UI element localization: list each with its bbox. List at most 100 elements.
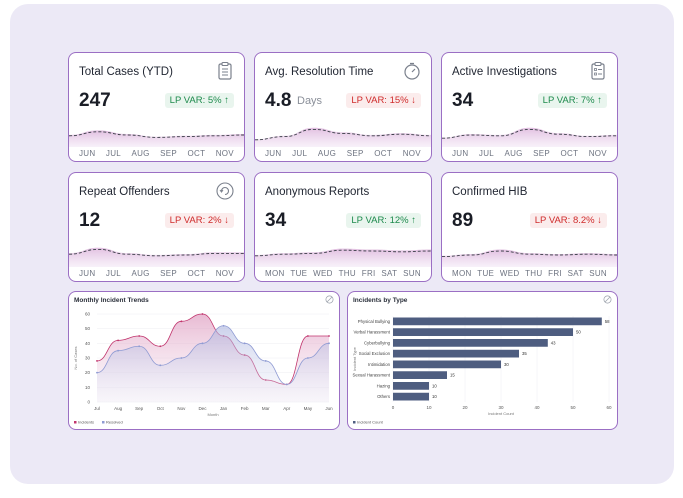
repeat-icon[interactable]: [215, 181, 235, 201]
axis-label: SAT: [567, 269, 584, 278]
lp-var-badge: LP VAR: 15% ↓: [346, 93, 421, 108]
category-label: Social Exclusion: [359, 351, 391, 356]
sparkline-target-line: [255, 128, 431, 141]
category-label: Sexual Harassment: [353, 373, 391, 378]
lp-var-badge: LP VAR: 2% ↓: [164, 213, 234, 228]
legend-label: Resolved: [106, 420, 123, 425]
y-tick-label: 40: [85, 341, 91, 346]
axis-label: AUG: [504, 149, 523, 158]
x-tick-label: Jul: [94, 406, 100, 411]
kpi-card-confirmed-hib[interactable]: Confirmed HIB 89 LP VAR: 8.2% ↓ MON TUE WED TH…: [441, 172, 618, 282]
axis-label: SUN: [403, 269, 421, 278]
y-tick-label: 30: [85, 356, 91, 361]
sparkline-area: [255, 248, 431, 267]
x-tick-label: Aug: [114, 406, 123, 411]
axis-label: FRI: [361, 269, 376, 278]
axis-label: NOV: [588, 149, 607, 158]
kpi-card-total-cases-ytd[interactable]: Total Cases (YTD) 247 LP VAR: 5% ↑ JUN JUL AU…: [68, 52, 245, 162]
kpi-card-avg-resolution-time[interactable]: Avg. Resolution Time 4.8 Days LP VAR: 15% ↓…: [254, 52, 432, 162]
axis-label: FRI: [548, 269, 562, 278]
x-tick-label: 20: [462, 405, 468, 410]
bar: [393, 317, 602, 326]
y-tick-label: 0: [87, 400, 90, 405]
axis-label: NOV: [215, 269, 234, 278]
category-label: Verbal Harassment: [353, 330, 390, 335]
x-tick-label: May: [304, 406, 313, 411]
lp-var-badge: LP VAR: 12% ↑: [346, 213, 421, 228]
sparkline-area: [442, 127, 617, 147]
axis-label: TUE: [477, 269, 495, 278]
clipboard-list-icon[interactable]: [588, 61, 608, 81]
sparkline-area: [69, 247, 244, 267]
axis-label: MON: [452, 269, 472, 278]
monthly-incident-trends-card[interactable]: Monthly Incident Trends 0 10 20 30 40 50 60 Jul…: [68, 291, 340, 430]
bar-value-label: 50: [576, 330, 581, 335]
y-tick-label: 10: [85, 385, 91, 390]
data-point: [243, 342, 246, 345]
category-label: Physical Bullying: [358, 319, 391, 324]
kpi-sparkline: [255, 127, 431, 147]
kpi-sparkline: [442, 249, 617, 267]
clipboard-icon[interactable]: [215, 61, 235, 81]
lp-var-badge: LP VAR: 7% ↑: [537, 93, 607, 108]
legend-label: Incident Count: [357, 420, 384, 425]
sparkline-area: [69, 130, 244, 147]
axis-label: JUN: [265, 149, 282, 158]
stopwatch-icon[interactable]: [402, 61, 422, 81]
y-tick-label: 50: [85, 326, 91, 331]
data-point: [138, 335, 141, 337]
kpi-axis: MON TUE WED THU FRI SAT SUN: [442, 269, 617, 281]
data-point: [307, 357, 309, 359]
axis-label: JUL: [292, 149, 308, 158]
bar: [393, 392, 429, 401]
kpi-card-repeat-offenders[interactable]: Repeat Offenders 12 LP VAR: 2% ↓ JUN JUL AUG S…: [68, 172, 245, 282]
kpi-title: Total Cases (YTD): [79, 66, 173, 78]
data-point: [328, 342, 330, 345]
kpi-axis: JUN JUL AUG SEP OCT NOV: [69, 269, 244, 281]
category-label: Hazing: [377, 383, 391, 388]
axis-label: OCT: [187, 149, 206, 158]
axis-label: NOV: [215, 149, 234, 158]
axis-label: SEP: [533, 149, 551, 158]
kpi-title: Confirmed HIB: [452, 186, 528, 198]
kpi-axis: JUN JUL AUG SEP OCT NOV: [255, 149, 431, 161]
legend-swatch: [353, 421, 356, 424]
x-tick-label: Feb: [241, 406, 249, 411]
lp-var-badge: LP VAR: 5% ↑: [164, 93, 234, 108]
slash-circle-icon[interactable]: [325, 295, 334, 304]
kpi-title: Repeat Offenders: [79, 186, 170, 198]
line-chart-title: Monthly Incident Trends: [74, 297, 149, 304]
kpi-title: Avg. Resolution Time: [265, 66, 374, 78]
bar-value-label: 10: [432, 394, 437, 399]
sparkline-area: [255, 127, 431, 147]
axis-label: SEP: [160, 269, 178, 278]
axis-label: OCT: [187, 269, 206, 278]
data-point: [96, 371, 98, 374]
data-point: [159, 345, 162, 348]
axis-label: JUN: [79, 269, 96, 278]
line-chart: 0 10 20 30 40 50 60 Jul Aug Sep Oct Nov Dec Jan Feb Mar…: [73, 312, 333, 425]
axis-label: THU: [338, 269, 356, 278]
kpi-axis: JUN JUL AUG SEP OCT NOV: [442, 149, 617, 161]
x-tick-label: 60: [606, 405, 612, 410]
data-point: [222, 324, 225, 327]
x-axis-label: Incident Count: [488, 411, 515, 416]
axis-label: TUE: [290, 269, 308, 278]
x-tick-label: Apr: [283, 406, 291, 411]
data-point: [201, 342, 204, 345]
axis-label: SEP: [160, 149, 178, 158]
incidents-by-type-card[interactable]: Incidents by Type 0 10 20 30 40 50 60 Incident …: [347, 291, 618, 430]
slash-circle-icon[interactable]: [603, 295, 612, 304]
data-point: [159, 364, 162, 367]
x-tick-label: 10: [426, 405, 432, 410]
x-axis-label: Month: [207, 412, 218, 417]
kpi-card-anonymous-reports[interactable]: Anonymous Reports 34 LP VAR: 12% ↑ MON TUE WE…: [254, 172, 432, 282]
axis-label: NOV: [402, 149, 421, 158]
kpi-card-active-investigations[interactable]: Active Investigations 34 LP VAR: 7% ↑ JUN JU…: [441, 52, 618, 162]
data-point: [117, 349, 119, 352]
data-point: [328, 335, 330, 337]
series-line-incidents: [96, 313, 329, 385]
series-area-resolved: [97, 325, 329, 402]
axis-label: WED: [499, 269, 520, 278]
x-tick-label: Dec: [198, 406, 207, 411]
